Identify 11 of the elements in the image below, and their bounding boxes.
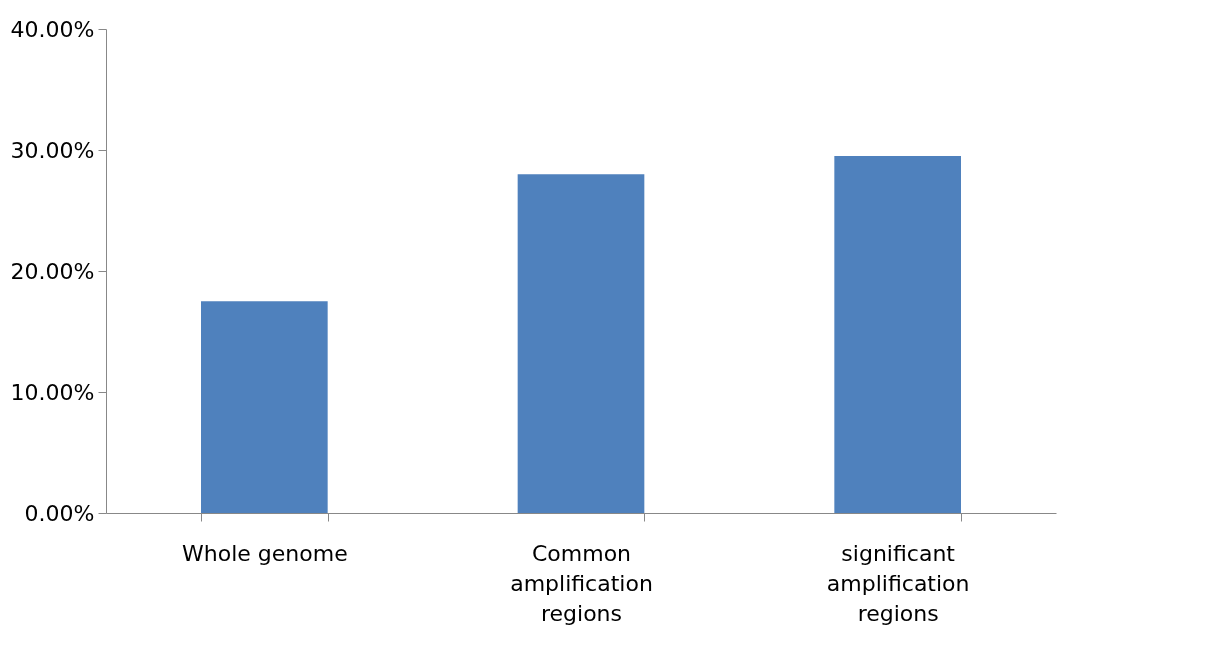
bar bbox=[517, 174, 645, 513]
x-tick-label: significant amplification regions bbox=[826, 540, 970, 626]
y-tick-label: 20.00% bbox=[10, 258, 95, 284]
bar bbox=[834, 156, 961, 513]
y-tick-label: 0.00% bbox=[24, 500, 95, 526]
y-tick-label: 30.00% bbox=[10, 137, 95, 163]
y-tick-label: 10.00% bbox=[10, 379, 95, 405]
bar bbox=[201, 301, 328, 513]
x-tick-label: Whole genome bbox=[182, 540, 348, 566]
x-tick-label: Common amplification regions bbox=[510, 540, 653, 626]
y-tick-label: 40.00% bbox=[10, 16, 95, 42]
